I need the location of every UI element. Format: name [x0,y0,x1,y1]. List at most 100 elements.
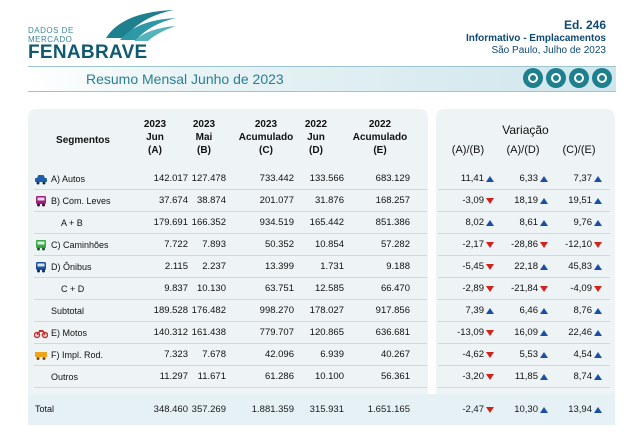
arrow-up-icon [594,329,602,336]
value-cell: 127.478 [191,173,226,184]
segment-cell: Subtotal [34,305,84,317]
column-header-line: (B) [197,145,211,156]
value-cell: 140.312 [153,327,188,338]
value-cell: 10.854 [314,239,344,250]
variation-value: 4,54 [573,349,593,360]
title-banner: Resumo Mensal Junho de 2023 [28,66,616,92]
value-cell: 178.027 [309,305,344,316]
row-divider [438,277,610,278]
variation-value: 8,61 [519,217,539,228]
segment-cell: A + B [34,217,83,229]
column-header-line: Mai [195,132,213,143]
arrow-up-icon [594,175,602,182]
value-cell: 63.751 [264,283,294,294]
segment-cell: E) Motos [33,327,88,339]
total-value-cell: 315.931 [309,404,344,415]
value-cell: 161.438 [191,327,226,338]
column-header-line: Acumulado [352,132,408,143]
value-cell: 66.470 [380,283,410,294]
value-cell: 9.837 [164,283,188,294]
variation-value: 9,76 [573,217,593,228]
value-cell: 61.286 [264,371,294,382]
arrow-down-icon [486,329,494,336]
variation-cell: -12,10 [562,239,602,250]
total-variation-value: 10,30 [514,404,538,415]
value-cell: 683.129 [375,173,410,184]
arrow-up-icon [594,197,602,204]
variation-value: 22,46 [568,327,592,338]
variation-value: -3,20 [462,371,484,382]
segment-label: E) Motos [51,328,88,338]
row-divider [438,255,610,256]
segment-label: Outros [51,372,79,382]
segment-cell: C + D [34,283,84,295]
variation-cell: 9,76 [562,217,602,228]
arrow-up-icon [540,307,548,314]
variation-value: -2,17 [462,239,484,250]
arrow-down-icon [486,406,494,413]
arrow-up-icon [486,307,494,314]
value-cell: 120.865 [309,327,344,338]
arrow-down-icon [594,285,602,292]
row-divider [34,299,427,300]
row-divider [438,365,610,366]
variation-column-header: (A)/(B) [451,144,485,156]
variation-value: 11,85 [514,371,538,382]
info-date: São Paulo, Julho de 2023 [491,45,606,56]
value-cell: 11.297 [159,371,188,382]
arrow-down-icon [486,197,494,204]
value-cell: 56.361 [380,371,410,382]
value-cell: 166.352 [191,217,226,228]
value-cell: 10.100 [314,371,344,382]
value-cell: 12.585 [314,283,344,294]
trailer-icon [34,349,48,361]
arrow-up-icon [594,307,602,314]
value-cell: 779.707 [259,327,294,338]
segment-label: D) Ônibus [51,262,92,272]
column-header-line: Acumulado [238,132,294,143]
variation-cell: -4,09 [562,283,602,294]
row-divider [34,211,427,212]
variation-cell: 18,19 [506,195,548,206]
arrow-up-icon [486,219,494,226]
segment-header: Segmentos [56,135,110,146]
total-value-cell: 348.460 [153,404,188,415]
value-cell: 57.282 [380,239,410,250]
variation-cell: 4,54 [562,349,602,360]
table-row: B) Com. Leves 37.674 38.874 201.077 31.876 16… [28,190,615,212]
arrow-up-icon [540,175,548,182]
arrow-down-icon [486,263,494,270]
arrow-down-icon [486,241,494,248]
column-header: 2022 Acumulado (E) [350,118,410,157]
variation-cell: 45,83 [562,261,602,272]
column-header-line: 2023 [143,119,167,130]
value-cell: 10.130 [196,283,226,294]
variation-value: 22,18 [514,261,538,272]
value-cell: 38.874 [196,195,226,206]
column-header: 2022 Jun (D) [296,118,336,157]
variation-cell: 8,76 [562,305,602,316]
variation-cell: -13,09 [452,327,494,338]
total-value-cell: 1.881.359 [251,404,294,415]
row-divider [438,321,610,322]
variation-cell: 19,51 [562,195,602,206]
value-cell: 133.566 [309,173,344,184]
value-cell: 179.691 [153,217,188,228]
value-cell: 917.856 [375,305,410,316]
segment-label: Subtotal [51,306,85,316]
variation-cell: 16,09 [506,327,548,338]
variation-value: 8,76 [573,305,593,316]
variation-value: 18,19 [514,195,538,206]
blank-icon-slot [34,283,48,295]
row-divider [34,277,427,278]
segment-label: A + B [61,218,83,228]
row-divider [34,321,427,322]
row-divider [34,343,427,344]
variation-value: 7,37 [573,173,593,184]
blank-icon-slot [34,371,48,383]
arrow-up-icon [594,351,602,358]
variation-cell: 22,46 [562,327,602,338]
info-title: Informativo - Emplacamentos [465,33,606,44]
value-cell: 2.115 [164,261,188,272]
variation-cell: -21,84 [506,283,548,294]
